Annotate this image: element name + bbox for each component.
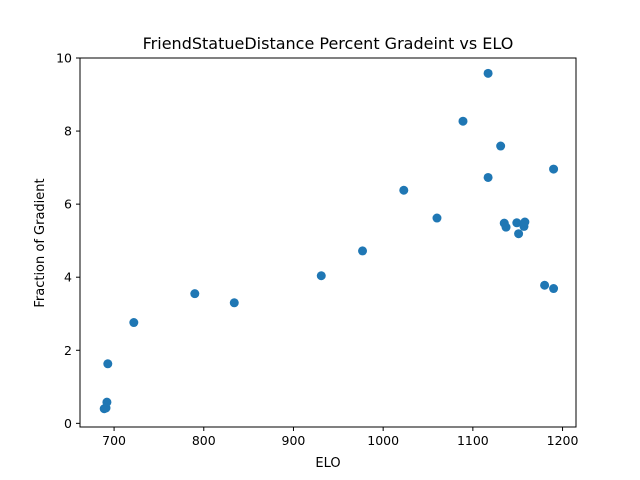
data-point (512, 218, 522, 228)
x-axis-ticks: 700 800 900 1000 1100 1200 (102, 427, 578, 448)
y-tick-label: 4 (64, 270, 72, 285)
data-point (483, 68, 493, 78)
y-tick-label: 8 (64, 124, 72, 139)
y-tick-label: 6 (64, 197, 72, 212)
data-point (458, 116, 468, 126)
x-tick-label: 1200 (547, 433, 579, 448)
y-axis-ticks: 0 2 4 6 8 10 (56, 51, 80, 431)
x-tick-label: 1100 (457, 433, 489, 448)
data-points (99, 68, 559, 414)
data-point (102, 397, 112, 407)
x-tick-label: 900 (282, 433, 306, 448)
data-point (514, 229, 524, 239)
data-point (501, 222, 511, 232)
data-point (229, 298, 239, 308)
data-point (190, 289, 200, 299)
data-point (316, 271, 326, 281)
data-point (129, 318, 139, 328)
data-point (496, 141, 506, 151)
x-tick-label: 700 (102, 433, 126, 448)
y-tick-label: 10 (56, 51, 72, 66)
x-axis-label: ELO (315, 456, 340, 471)
data-point (399, 185, 409, 195)
y-tick-label: 0 (64, 416, 72, 431)
data-point (540, 280, 550, 290)
data-point (549, 164, 559, 174)
data-point (483, 172, 493, 182)
data-point (103, 359, 113, 369)
plot-area-frame (79, 57, 577, 428)
data-point (520, 217, 530, 227)
x-tick-label: 800 (192, 433, 216, 448)
x-tick-label: 1000 (367, 433, 399, 448)
data-point (432, 213, 442, 223)
data-point (549, 284, 559, 294)
y-tick-label: 2 (64, 343, 72, 358)
y-axis-label: Fraction of Gradient (33, 178, 48, 307)
data-point (358, 246, 368, 256)
chart-title: FriendStatueDistance Percent Gradeint vs… (143, 34, 514, 53)
